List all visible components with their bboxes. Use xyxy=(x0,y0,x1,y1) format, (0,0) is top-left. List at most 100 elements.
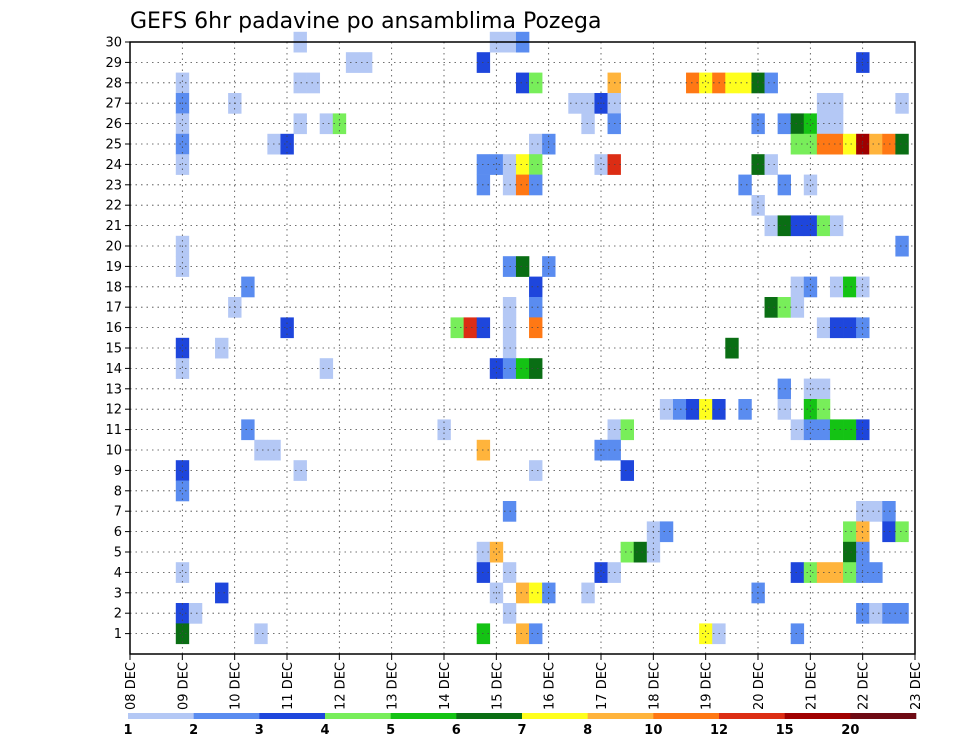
heatmap-cell xyxy=(803,174,818,196)
colorbar-label: 12 xyxy=(710,723,728,738)
heatmap-cell xyxy=(725,72,739,94)
heatmap-cell xyxy=(175,358,190,379)
heatmap-cell xyxy=(293,113,307,135)
heatmap-cell xyxy=(515,72,530,94)
heatmap-cell xyxy=(790,133,805,155)
heatmap-cell xyxy=(529,174,543,196)
heatmap-cell xyxy=(829,276,844,298)
heatmap-cell xyxy=(529,72,543,94)
heatmap-cell xyxy=(686,72,700,94)
heatmap-cell xyxy=(450,317,464,339)
heatmap-cell xyxy=(672,399,687,420)
heatmap-cell xyxy=(175,72,190,94)
y-tick-label: 11 xyxy=(105,423,122,438)
heatmap-cell xyxy=(829,93,844,114)
heatmap-cell xyxy=(843,133,857,155)
y-tick-label: 14 xyxy=(105,362,122,377)
y-tick-label: 20 xyxy=(105,240,122,255)
heatmap-cell xyxy=(529,358,543,379)
heatmap-cell xyxy=(777,297,792,318)
y-tick-label: 26 xyxy=(105,117,122,132)
heatmap-cell xyxy=(764,297,778,318)
heatmap-cell xyxy=(777,378,792,400)
heatmap-cell xyxy=(803,113,818,135)
heatmap-cell xyxy=(659,521,674,543)
colorbar-label: 6 xyxy=(452,723,461,738)
heatmap-cell xyxy=(829,133,844,155)
heatmap-cell xyxy=(529,460,543,481)
y-tick-label: 8 xyxy=(114,484,122,499)
colorbar-label: 20 xyxy=(841,723,859,738)
heatmap-cell xyxy=(764,72,778,94)
y-tick-label: 7 xyxy=(114,505,122,520)
y-tick-label: 13 xyxy=(105,382,122,397)
heatmap-cell xyxy=(777,113,792,135)
heatmap-cell xyxy=(489,541,504,563)
heatmap-cell xyxy=(254,439,268,461)
heatmap-cell xyxy=(882,501,896,522)
heatmap-cell xyxy=(175,460,190,481)
colorbar-swatch xyxy=(719,713,785,719)
heatmap-cell xyxy=(489,154,504,175)
heatmap-cell xyxy=(594,154,608,175)
y-tick-label: 16 xyxy=(105,321,122,336)
y-tick-label: 9 xyxy=(114,464,122,479)
x-tick-label: 12 DEC xyxy=(333,662,348,710)
heatmap-cell xyxy=(175,562,190,583)
heatmap-cell xyxy=(790,297,805,318)
colorbar-label: 3 xyxy=(255,723,264,738)
y-tick-label: 30 xyxy=(105,36,122,51)
heatmap-cell xyxy=(790,562,805,583)
y-tick-label: 10 xyxy=(105,444,122,459)
y-tick-label: 23 xyxy=(105,178,122,193)
y-tick-label: 25 xyxy=(105,138,122,153)
heatmap-cell xyxy=(843,276,857,298)
heatmap-cell xyxy=(895,93,909,114)
y-tick-label: 5 xyxy=(114,546,122,561)
heatmap-cell xyxy=(895,603,909,624)
heatmap-cell xyxy=(829,317,844,339)
heatmap-cell xyxy=(515,154,530,175)
heatmap-cell xyxy=(280,317,294,339)
heatmap-cell xyxy=(188,603,203,624)
heatmap-cell xyxy=(843,541,857,563)
heatmap-cell xyxy=(175,113,190,135)
heatmap-cell xyxy=(489,358,504,379)
heatmap-cell xyxy=(843,317,857,339)
colorbar-label: 2 xyxy=(189,723,198,738)
x-tick-label: 09 DEC xyxy=(176,662,191,710)
heatmap-cell xyxy=(175,480,190,502)
heatmap-cell xyxy=(803,133,818,155)
heatmap-cell xyxy=(620,541,635,563)
heatmap-cell xyxy=(254,623,268,645)
colorbar-swatch xyxy=(390,713,457,719)
heatmap-cell xyxy=(686,399,700,420)
heatmap-cell xyxy=(869,501,883,522)
heatmap-cell xyxy=(515,623,530,645)
colorbar-label: 5 xyxy=(386,723,395,738)
heatmap-cell xyxy=(699,623,713,645)
colorbar-label: 4 xyxy=(320,723,329,738)
x-tick-label: 16 DEC xyxy=(543,662,558,710)
heatmap-cell xyxy=(803,215,818,237)
heatmap-cell xyxy=(175,256,190,277)
y-tick-label: 28 xyxy=(105,76,122,91)
x-tick-label: 17 DEC xyxy=(595,662,610,710)
colorbar-label: 7 xyxy=(517,723,526,738)
colorbar-swatch xyxy=(522,713,588,719)
colorbar-swatch xyxy=(850,713,917,719)
heatmap-cell xyxy=(829,113,844,135)
y-tick-label: 2 xyxy=(114,607,122,622)
heatmap-cell xyxy=(738,72,752,94)
heatmap-cell xyxy=(882,521,896,543)
heatmap-cell xyxy=(803,276,818,298)
heatmap-cell xyxy=(581,113,595,135)
heatmap-cell xyxy=(241,276,255,298)
heatmap-cell xyxy=(215,582,229,604)
heatmap-cell xyxy=(319,113,334,135)
heatmap-cell xyxy=(777,399,792,420)
x-tick-label: 21 DEC xyxy=(804,662,819,710)
x-axis: 08 DEC 09 DEC 10 DEC 11 DEC 12 DEC 13 DEC 14 D… xyxy=(124,654,924,710)
cells-layer xyxy=(175,31,909,645)
